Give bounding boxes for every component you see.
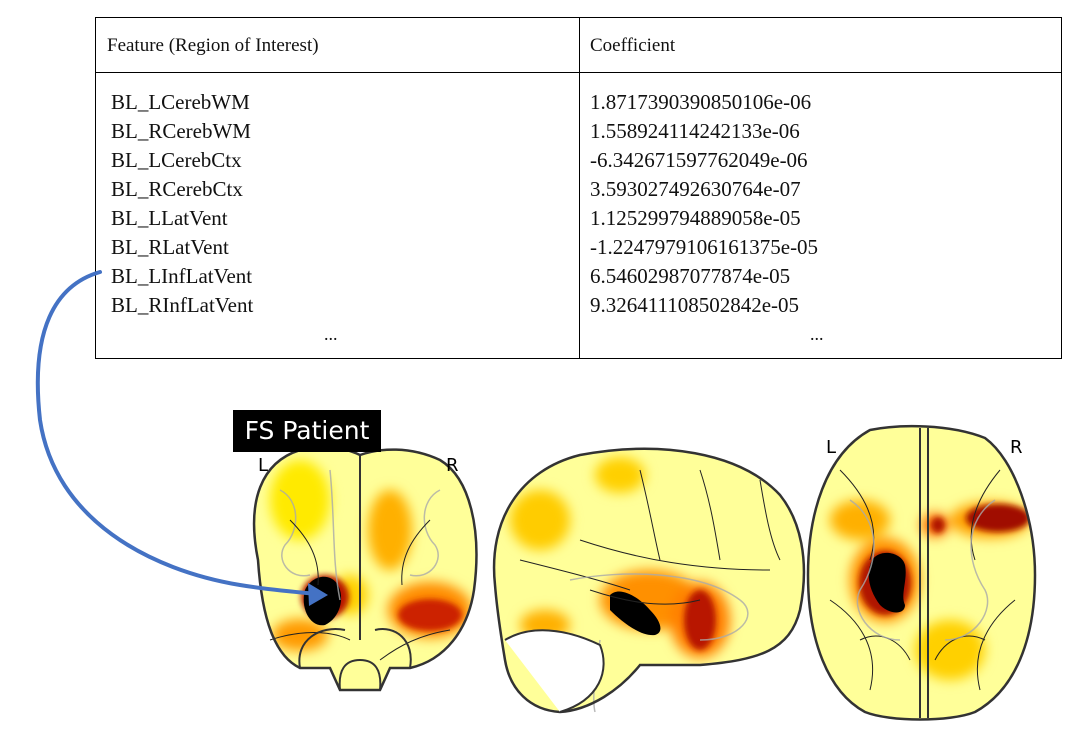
sagittal-heat-hotspot xyxy=(684,590,716,650)
axial-inner-contour xyxy=(944,499,996,641)
axial-peak-region xyxy=(868,552,906,613)
sagittal-sulcus-line xyxy=(519,559,631,591)
feature-cell: BL_LCerebWM xyxy=(111,90,250,114)
sagittal-heat-blob xyxy=(510,490,570,550)
coefficient-cell: 1.125299794889058e-05 xyxy=(590,206,801,230)
coronal-inner-contour xyxy=(279,489,311,577)
coefficient-cell: 9.326411108502842e-05 xyxy=(590,293,800,317)
header-coefficient: Coefficient xyxy=(590,35,676,56)
header-divider xyxy=(96,72,1061,73)
axial-heat-hotspot xyxy=(931,517,945,533)
sagittal-peak-region xyxy=(610,591,661,636)
coronal-inner-contour xyxy=(329,469,341,601)
feature-cell: BL_LInfLatVent xyxy=(111,264,253,288)
coefficient-cell: -6.342671597762049e-06 xyxy=(590,148,808,172)
feature-cell: BL_LLatVent xyxy=(111,206,228,230)
sagittal-heat-blob xyxy=(595,457,645,493)
coronal-sulcus-line xyxy=(401,519,431,586)
column-divider xyxy=(579,18,580,358)
patient-label: FS Patient xyxy=(233,410,381,452)
sagittal-sulcus-line xyxy=(639,469,661,561)
coronal-cerebellum-outline xyxy=(298,628,412,691)
coefficient-cell: -1.2247979106161375e-05 xyxy=(590,235,819,259)
sagittal-cerebellum-outline xyxy=(504,629,605,713)
axial-sulcus-line xyxy=(839,469,875,561)
coronal-sulcus-line xyxy=(269,632,351,641)
coronal-view xyxy=(252,445,478,692)
coronal-heat-hotspot xyxy=(398,599,462,631)
coronal-heat-blob xyxy=(270,460,330,540)
axial-background-heat xyxy=(808,426,1035,720)
axial-view xyxy=(806,424,1037,721)
coronal-inner-contour xyxy=(409,489,441,577)
coronal-sulcus-line xyxy=(289,519,319,586)
feature-cell: BL_LCerebCtx xyxy=(111,148,242,172)
sagittal-sulcus-line xyxy=(589,589,701,605)
feature-cell: BL_RCerebCtx xyxy=(111,177,243,201)
feature-column: BL_LCerebWM BL_RCerebWM BL_LCerebCtx BL_… xyxy=(111,88,253,320)
coronal-sulcus-line xyxy=(379,629,451,661)
sagittal-sulcus-line xyxy=(759,479,781,561)
coronal-heat-blob xyxy=(272,619,328,651)
coronal-heat-blob xyxy=(368,490,412,570)
connector-arrow xyxy=(35,270,320,596)
coefficient-cell: 3.593027492630764e-07 xyxy=(590,177,801,201)
coefficient-cell: 1.558924114242133e-06 xyxy=(590,119,800,143)
coronal-left-label: L xyxy=(258,455,269,476)
sagittal-sulcus-line xyxy=(699,469,721,561)
coefficient-column: 1.8717390390850106e-06 1.558924114242133… xyxy=(590,88,818,320)
axial-brain-outline xyxy=(806,424,1037,721)
sagittal-sulcus-line xyxy=(579,539,771,571)
sagittal-inner-contour xyxy=(569,573,749,641)
axial-inner-contour xyxy=(849,499,901,641)
axial-heat-blob xyxy=(915,620,985,680)
axial-midline xyxy=(919,428,929,718)
feature-ellipsis: ... xyxy=(324,324,338,344)
axial-right-label: R xyxy=(1010,437,1023,458)
feature-cell: BL_RLatVent xyxy=(111,235,229,259)
coefficient-table: Feature (Region of Interest) Coefficient… xyxy=(95,17,1062,359)
sagittal-view xyxy=(492,447,806,714)
axial-sulcus-line xyxy=(970,469,1001,561)
coefficient-cell: 6.54602987077874e-05 xyxy=(590,264,791,288)
coefficient-ellipsis: ... xyxy=(810,324,824,344)
axial-heat-hotspot xyxy=(966,504,1030,532)
coefficient-cell: 1.8717390390850106e-06 xyxy=(590,90,812,114)
feature-cell: BL_RCerebWM xyxy=(111,119,251,143)
axial-left-label: L xyxy=(826,437,837,458)
sagittal-brain-outline xyxy=(492,447,806,714)
coronal-right-label: R xyxy=(446,455,459,476)
axial-heat-blob xyxy=(830,500,890,540)
connector-arrowhead xyxy=(308,583,328,606)
header-feature: Feature (Region of Interest) xyxy=(107,35,319,56)
axial-sulcus-line xyxy=(976,599,1016,691)
feature-cell: BL_RInfLatVent xyxy=(111,293,254,317)
